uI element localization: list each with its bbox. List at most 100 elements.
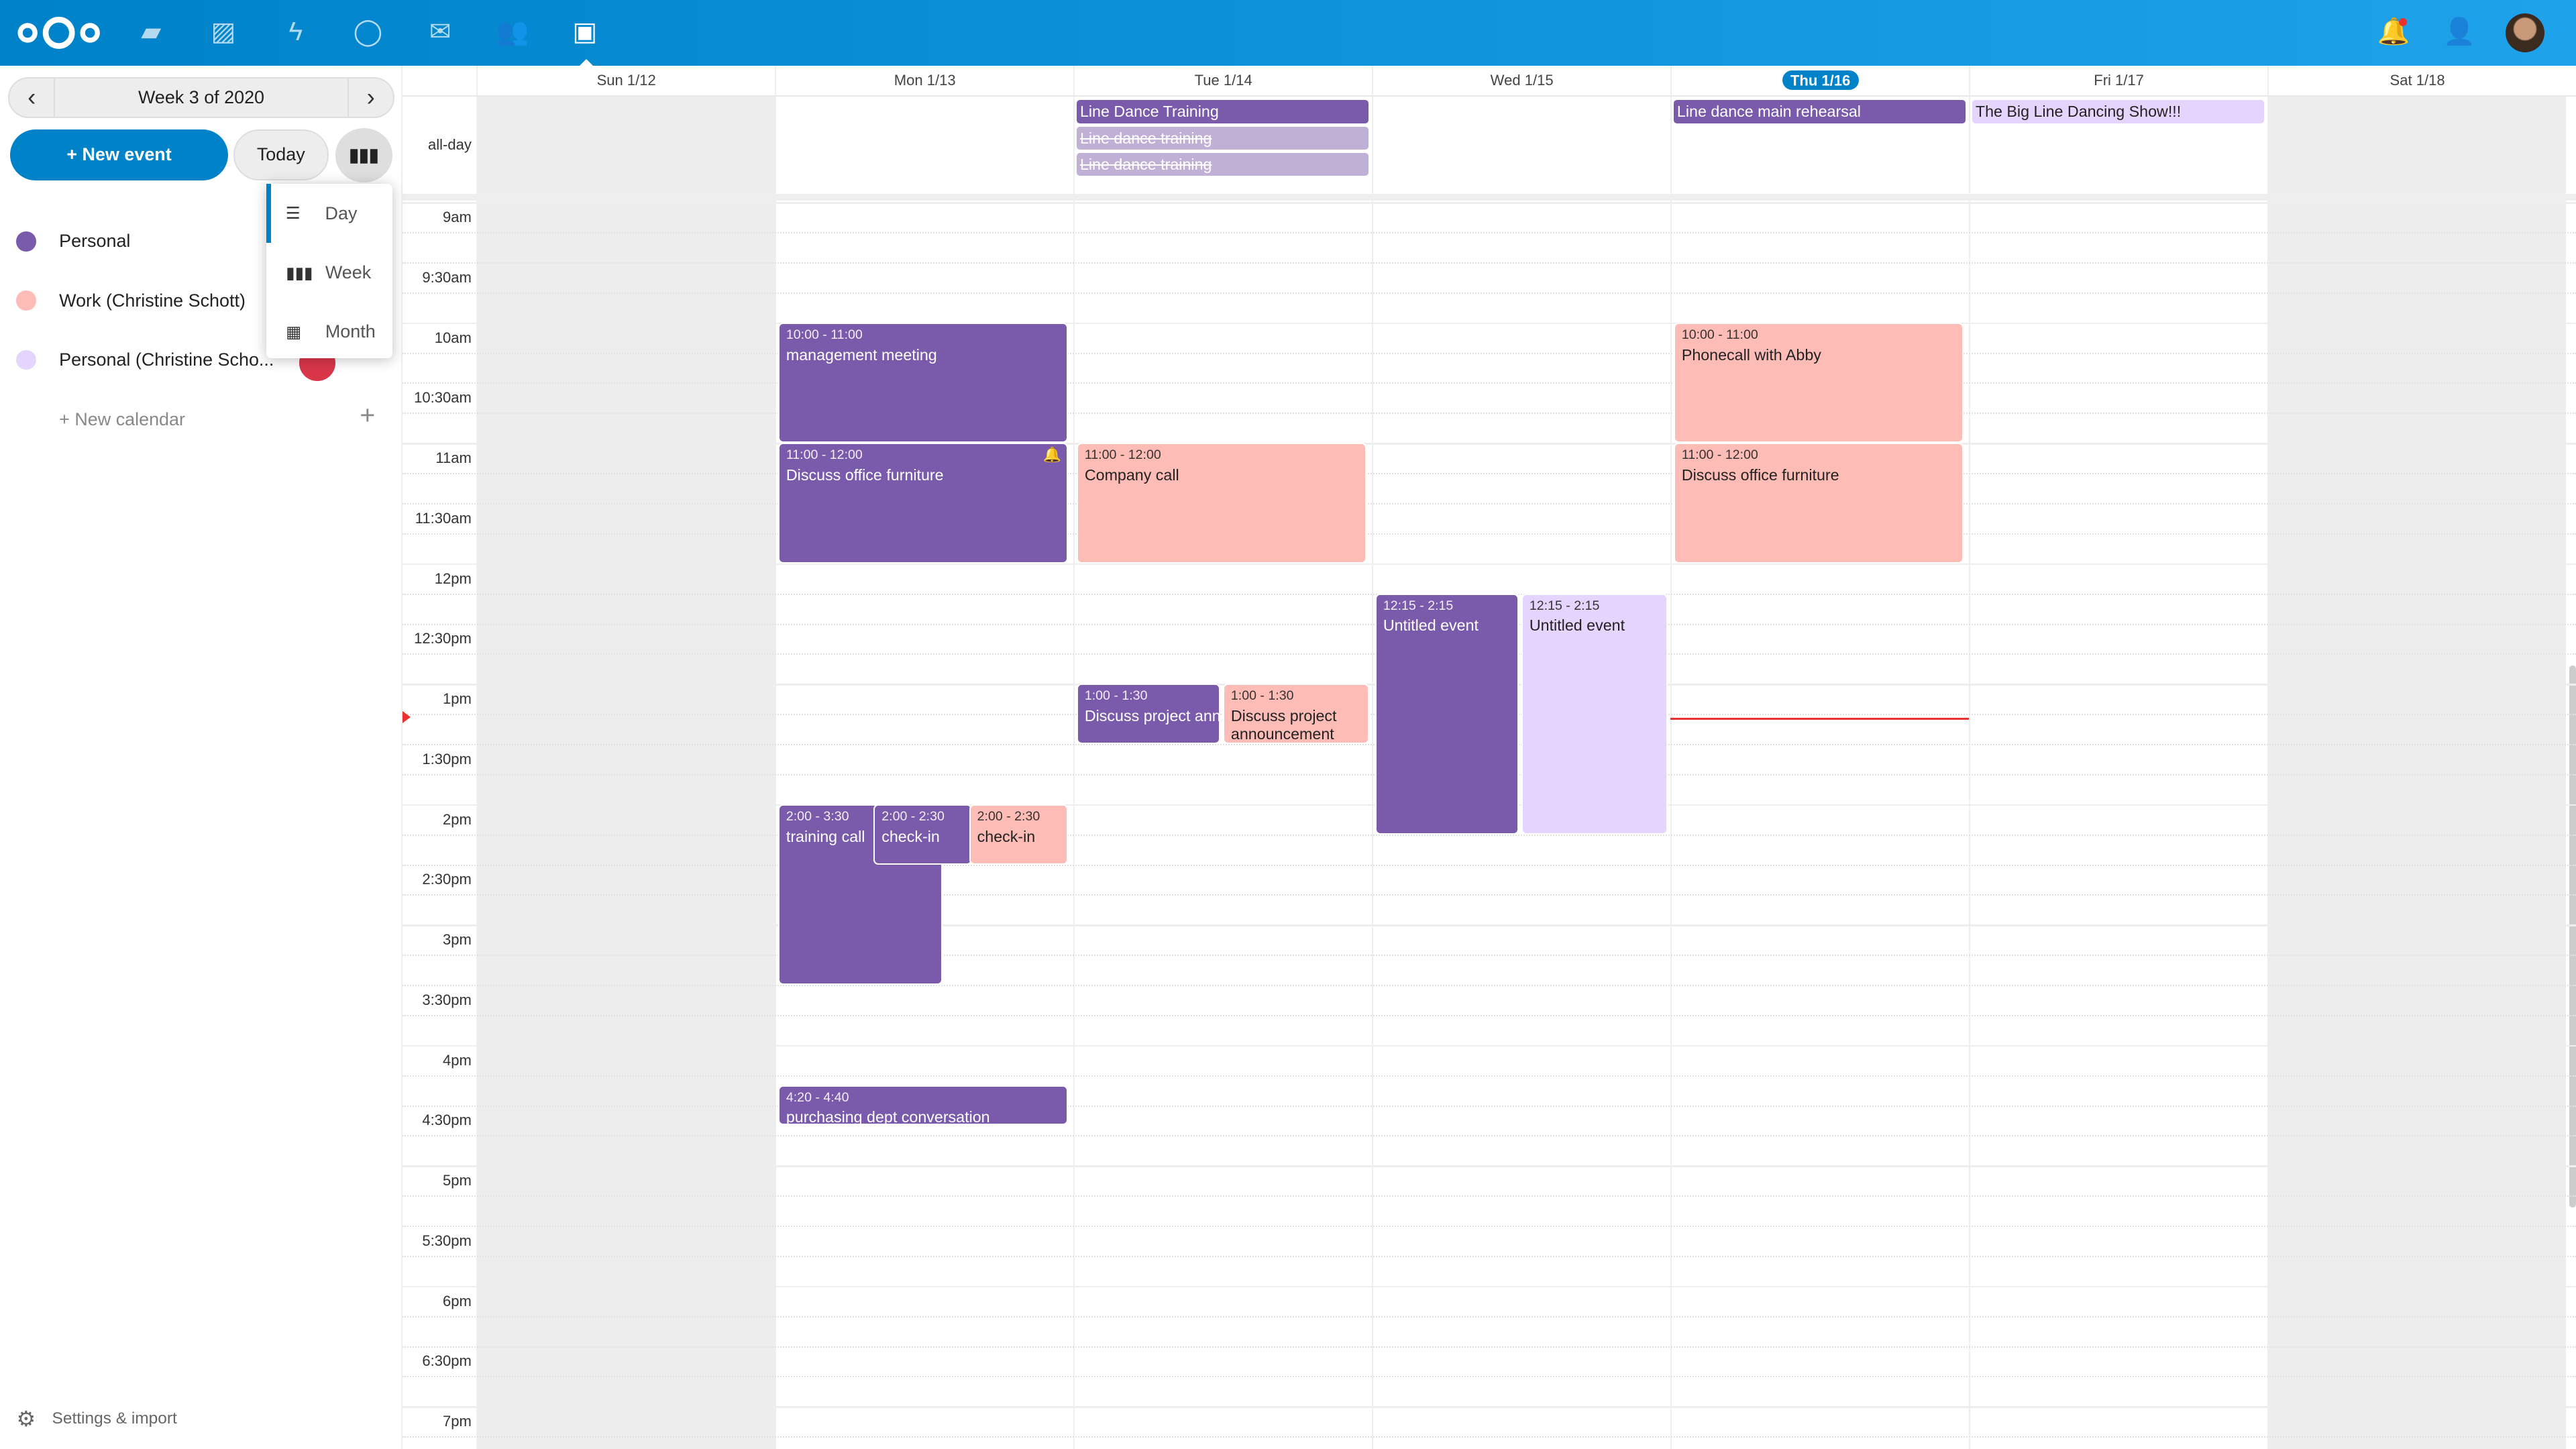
- settings-button[interactable]: ⚙ Settings & import: [16, 1406, 176, 1432]
- calendar-color-dot[interactable]: [16, 350, 36, 370]
- time-label: 2:30pm: [422, 871, 472, 888]
- event-time: 12:15 - 2:15: [1529, 598, 1600, 613]
- grid-line: [402, 473, 2576, 474]
- day-header[interactable]: Mon 1/13: [775, 65, 1073, 96]
- day-header-label: Wed 1/15: [1490, 71, 1554, 89]
- day-header[interactable]: Thu 1/16: [1670, 65, 1969, 96]
- sidebar: ‹ Week 3 of 2020 › + New event Today ▮▮▮…: [0, 65, 402, 1449]
- time-label: 12pm: [434, 570, 472, 587]
- grid-line: [402, 1105, 2576, 1107]
- view-menu-item-week[interactable]: ▮▮▮ Week: [266, 243, 393, 302]
- day-view-icon: ☰: [285, 205, 301, 223]
- calendar-item-work[interactable]: Work (Christine Schott): [16, 284, 246, 317]
- day-header[interactable]: Wed 1/15: [1372, 65, 1670, 96]
- grid-line: [402, 443, 2576, 445]
- view-menu-item-month[interactable]: ▦ Month: [266, 303, 393, 362]
- event-time: 1:00 - 1:30: [1084, 688, 1148, 704]
- settings-label: Settings & import: [52, 1409, 177, 1428]
- notifications-bell-icon[interactable]: 🔔: [2377, 17, 2410, 47]
- event-title: Discuss office furniture: [786, 466, 944, 484]
- add-calendar-plus-icon[interactable]: +: [360, 400, 376, 430]
- calendar-event[interactable]: 4:20 - 4:40 purchasing dept conversation: [778, 1085, 1068, 1126]
- day-header[interactable]: Tue 1/14: [1073, 65, 1372, 96]
- gear-icon: ⚙: [16, 1407, 36, 1432]
- view-menu-item-day[interactable]: ☰ Day: [266, 184, 393, 244]
- next-week-button[interactable]: ›: [366, 83, 375, 111]
- grid-line: [402, 1135, 2576, 1137]
- grid-line: [402, 1226, 2576, 1227]
- time-label: 5:30pm: [422, 1232, 472, 1249]
- contacts-menu-icon[interactable]: 👤: [2443, 17, 2476, 47]
- calendar-event[interactable]: 1:00 - 1:30 Discuss project announcement: [1223, 684, 1370, 745]
- photos-icon[interactable]: ▨: [211, 17, 236, 47]
- talk-icon[interactable]: ◯: [353, 17, 383, 47]
- calendar-event[interactable]: 11:00 - 12:00 Company call: [1077, 443, 1366, 564]
- grid-line: [402, 1376, 2576, 1378]
- new-event-button[interactable]: + New event: [9, 129, 229, 181]
- time-label: 11:30am: [415, 509, 472, 527]
- view-switcher-button[interactable]: ▮▮▮: [335, 128, 393, 182]
- time-label: 9am: [442, 209, 472, 226]
- contacts-icon[interactable]: 👥: [496, 17, 529, 47]
- previous-week-button[interactable]: ‹: [28, 83, 36, 111]
- time-label: 4pm: [442, 1051, 472, 1069]
- grid-line: [402, 1406, 2576, 1408]
- week-grid: all-day Sun 1/12 Mon 1/13 Tue 1/14 Wed 1/15…: [402, 65, 2576, 1449]
- scrollbar[interactable]: [2569, 665, 2576, 1208]
- mail-icon[interactable]: ✉: [429, 17, 451, 47]
- calendar-event[interactable]: 10:00 - 11:00 Phonecall with Abby: [1674, 322, 1964, 443]
- allday-event[interactable]: Line dance training: [1077, 152, 1369, 176]
- day-column: [775, 95, 1073, 1449]
- new-calendar-button[interactable]: + New calendar: [59, 409, 185, 429]
- grid-line: [402, 352, 2576, 354]
- files-icon[interactable]: ▰: [141, 17, 162, 47]
- grid-line: [402, 382, 2576, 384]
- today-button[interactable]: Today: [233, 129, 329, 181]
- calendar-event[interactable]: 1:00 - 1:30 Discuss project announcement: [1077, 684, 1220, 745]
- calendar-item-personal[interactable]: Personal: [16, 225, 130, 258]
- week-navigator: ‹ Week 3 of 2020 ›: [8, 77, 394, 119]
- activity-icon[interactable]: ϟ: [288, 17, 303, 47]
- event-time: 2:00 - 2:30: [977, 808, 1040, 824]
- grid-line: [402, 1075, 2576, 1077]
- calendar-color-dot[interactable]: [16, 231, 36, 252]
- grid-line: [402, 834, 2576, 836]
- event-title: Discuss project announcement: [1084, 707, 1220, 725]
- event-time: 10:00 - 11:00: [1681, 327, 1758, 342]
- event-time: 2:00 - 3:30: [786, 808, 849, 824]
- event-title: training call: [786, 827, 865, 845]
- grid-line: [402, 1044, 2576, 1047]
- nextcloud-logo-icon[interactable]: [16, 15, 101, 56]
- grid-line: [402, 322, 2576, 325]
- day-header-label: Fri 1/17: [2094, 71, 2144, 89]
- event-time: 11:00 - 12:00: [1681, 447, 1758, 463]
- event-title: Discuss office furniture: [1681, 466, 1839, 484]
- grid-line: [402, 502, 2576, 504]
- calendar-event[interactable]: 2:00 - 2:30 check-in: [969, 804, 1068, 865]
- calendar-event[interactable]: 12:15 - 2:15 Untitled event: [1521, 593, 1668, 835]
- calendar-icon[interactable]: ▣: [572, 17, 598, 47]
- allday-label: all-day: [427, 136, 472, 154]
- calendar-event[interactable]: 11:00 - 12:00 Discuss office furniture 🔔: [778, 443, 1068, 564]
- allday-event[interactable]: Line dance main rehearsal: [1674, 100, 1966, 123]
- event-time: 12:15 - 2:15: [1383, 598, 1454, 613]
- calendar-event[interactable]: 11:00 - 12:00 Discuss office furniture: [1674, 443, 1964, 564]
- day-header[interactable]: Sat 1/18: [2267, 65, 2566, 96]
- calendar-event[interactable]: 2:00 - 2:30 check-in: [873, 804, 973, 865]
- week-label[interactable]: Week 3 of 2020: [54, 78, 349, 117]
- day-header[interactable]: Sun 1/12: [476, 65, 775, 96]
- allday-event[interactable]: Line dance training: [1077, 126, 1369, 150]
- allday-event[interactable]: Line Dance Training: [1077, 100, 1369, 123]
- day-header[interactable]: Fri 1/17: [1969, 65, 2267, 96]
- bell-icon: 🔔: [1042, 445, 1062, 463]
- calendar-event[interactable]: 10:00 - 11:00 management meeting: [778, 322, 1068, 443]
- event-title: management meeting: [786, 345, 937, 364]
- event-time: 11:00 - 12:00: [786, 447, 863, 463]
- calendar-item-personal-shared[interactable]: Personal (Christine Scho...: [16, 343, 274, 376]
- calendar-color-dot[interactable]: [16, 290, 36, 311]
- grid-line: [402, 894, 2576, 896]
- calendar-event[interactable]: 12:15 - 2:15 Untitled event: [1375, 593, 1519, 835]
- week-view-icon: ▮▮▮: [286, 264, 313, 282]
- allday-event[interactable]: The Big Line Dancing Show!!!: [1972, 100, 2265, 123]
- user-avatar[interactable]: [2505, 13, 2545, 53]
